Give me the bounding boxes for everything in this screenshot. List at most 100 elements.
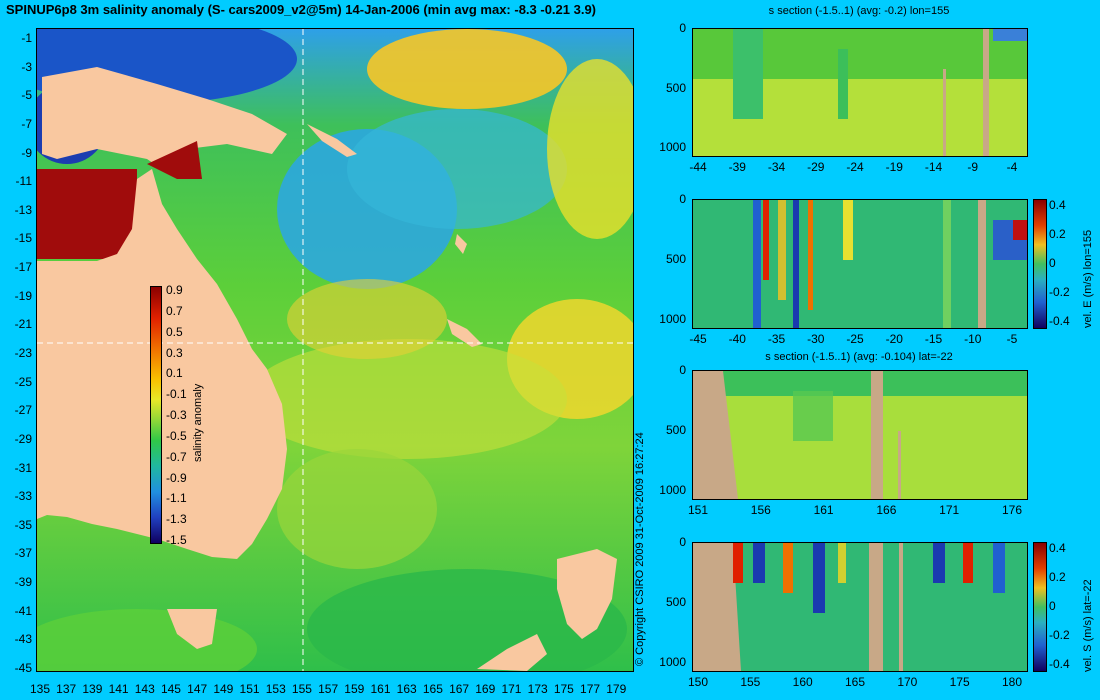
map-x-tick: 135: [29, 682, 51, 696]
map-y-tick: -1: [21, 31, 32, 45]
panel1-x-tick: -19: [885, 160, 903, 174]
lat-salinity-section: [692, 370, 1028, 500]
vel-s-colorbar-label: vel. S (m/s) lat=-22: [1082, 579, 1094, 672]
salinity-colorbar: [150, 286, 162, 544]
map-x-tick: 167: [449, 682, 470, 696]
salinity-colorbar-tick: -0.5: [166, 428, 187, 443]
map-x-tick: 163: [396, 682, 417, 696]
map-y-tick: -21: [14, 317, 32, 332]
map-y-tick: -35: [14, 517, 32, 532]
map-y-tick: -7: [21, 116, 32, 131]
panel1-x-tick: -29: [807, 160, 825, 174]
panel2-x-tick: -40: [728, 332, 746, 346]
map-y-tick: -45: [14, 661, 32, 675]
lon-salinity-section: [692, 28, 1028, 157]
panel2-colorbar-tick: 0.4: [1049, 198, 1066, 212]
salinity-colorbar-tick: 0.3: [166, 345, 183, 360]
map-x-tick: 143: [134, 682, 155, 696]
panel4-x-tick: 150: [687, 675, 709, 689]
map-x-tick: 177: [580, 682, 601, 696]
lat-velocity-section: [692, 542, 1028, 672]
salinity-colorbar-tick: -1.3: [166, 512, 187, 527]
panel3-x-tick: 161: [813, 503, 834, 517]
lon-salinity-section-svg: [693, 29, 1027, 156]
panel2-x-tick: -30: [807, 332, 825, 346]
lon-velocity-section-svg: [693, 200, 1027, 328]
panel2-colorbar-tick: 0: [1049, 256, 1056, 270]
map-x-tick: 165: [422, 682, 443, 696]
panel2-x-tick: -35: [767, 332, 786, 346]
salinity-colorbar-tick: -1.1: [166, 491, 187, 506]
salinity-colorbar-tick: -0.1: [166, 387, 187, 402]
map-y-tick: -3: [21, 59, 32, 74]
salinity-map-svg: [37, 29, 633, 671]
panel3-y-tick: 500: [665, 423, 686, 437]
panel3-x-tick: 171: [939, 503, 960, 517]
panel1-y-tick: 500: [665, 80, 686, 95]
salinity-colorbar-tick: 0.1: [166, 366, 183, 381]
lat-velocity-section-svg: [693, 543, 1027, 671]
map-y-tick: -23: [14, 346, 32, 360]
panel4-y-tick: 0: [679, 535, 686, 549]
panel1-title: s section (-1.5..1) (avg: -0.2) lon=155: [768, 5, 950, 17]
salinity-map: [36, 28, 634, 672]
lon-velocity-section: [692, 199, 1028, 329]
map-y-tick: -39: [14, 575, 32, 590]
panel4-x-tick: 170: [897, 675, 918, 689]
map-x-tick: 171: [501, 682, 522, 696]
map-x-tick: 161: [370, 682, 391, 696]
panel3-x-tick: 156: [750, 503, 771, 517]
panel1-y-tick: 0: [679, 21, 686, 35]
panel4-x-tick: 155: [740, 675, 761, 689]
panel2-y-tick: 0: [679, 192, 686, 206]
panel1-x-tick: -24: [846, 160, 864, 174]
panel3-title: s section (-1.5..1) (avg: -0.104) lat=-2…: [765, 351, 953, 363]
salinity-colorbar-tick: -0.3: [166, 408, 187, 422]
lat-salinity-section-svg: [693, 371, 1027, 499]
map-x-tick: 149: [213, 682, 234, 696]
panel4-colorbar-tick: 0: [1049, 599, 1056, 613]
panel4-x-tick: 160: [792, 675, 813, 689]
panel1-x-tick: -39: [728, 160, 746, 174]
map-x-tick: 147: [187, 682, 208, 696]
panel2-x-tick: -25: [846, 332, 864, 346]
map-x-tick: 159: [344, 682, 365, 696]
panel1-x-tick: -4: [1006, 160, 1018, 174]
map-y-tick: -11: [15, 174, 32, 189]
map-x-tick: 175: [553, 682, 574, 696]
vel-e-colorbar-label: vel. E (m/s) lon=155: [1082, 229, 1094, 328]
panel2-x-tick: -10: [964, 332, 982, 346]
panel4-colorbar-tick: -0.4: [1049, 657, 1070, 671]
panel1-x-tick: -9: [967, 160, 979, 174]
map-title: SPINUP6p8 3m salinity anomaly (S- cars20…: [6, 2, 597, 17]
map-y-tick: -25: [14, 374, 32, 389]
salinity-colorbar-tick: -0.9: [166, 470, 187, 485]
map-x-tick: 153: [265, 682, 286, 696]
panel2-colorbar-tick: -0.2: [1049, 285, 1070, 299]
map-x-tick: 173: [527, 682, 548, 696]
panel3-x-tick: 176: [1001, 503, 1023, 517]
salinity-colorbar-tick: 0.9: [166, 283, 183, 297]
panel2-y-tick: 500: [665, 252, 686, 266]
vel-s-colorbar: [1033, 542, 1047, 672]
vel-e-colorbar: [1033, 199, 1047, 329]
map-y-tick: -5: [21, 88, 32, 103]
map-y-tick: -9: [21, 145, 32, 160]
map-y-tick: -33: [14, 489, 32, 504]
map-x-tick: 145: [160, 682, 181, 696]
panel2-x-tick: -15: [924, 332, 943, 346]
panel4-x-tick: 180: [1001, 675, 1023, 689]
salinity-colorbar-label: salinity anomaly: [192, 383, 204, 462]
map-x-tick: 137: [56, 682, 77, 696]
map-y-tick: -37: [14, 546, 32, 561]
map-y-tick: -29: [14, 431, 32, 446]
salinity-colorbar-tick: 0.7: [166, 303, 183, 318]
panel4-x-tick: 165: [844, 675, 866, 689]
panel4-x-tick: 175: [949, 675, 970, 689]
map-y-tick: -17: [14, 260, 32, 275]
panel1-x-tick: -44: [689, 160, 707, 174]
panel3-y-tick: 1000: [659, 483, 686, 497]
map-y-tick: -15: [14, 231, 32, 246]
map-x-tick: 139: [82, 682, 103, 696]
panel4-colorbar-tick: 0.4: [1049, 541, 1066, 555]
